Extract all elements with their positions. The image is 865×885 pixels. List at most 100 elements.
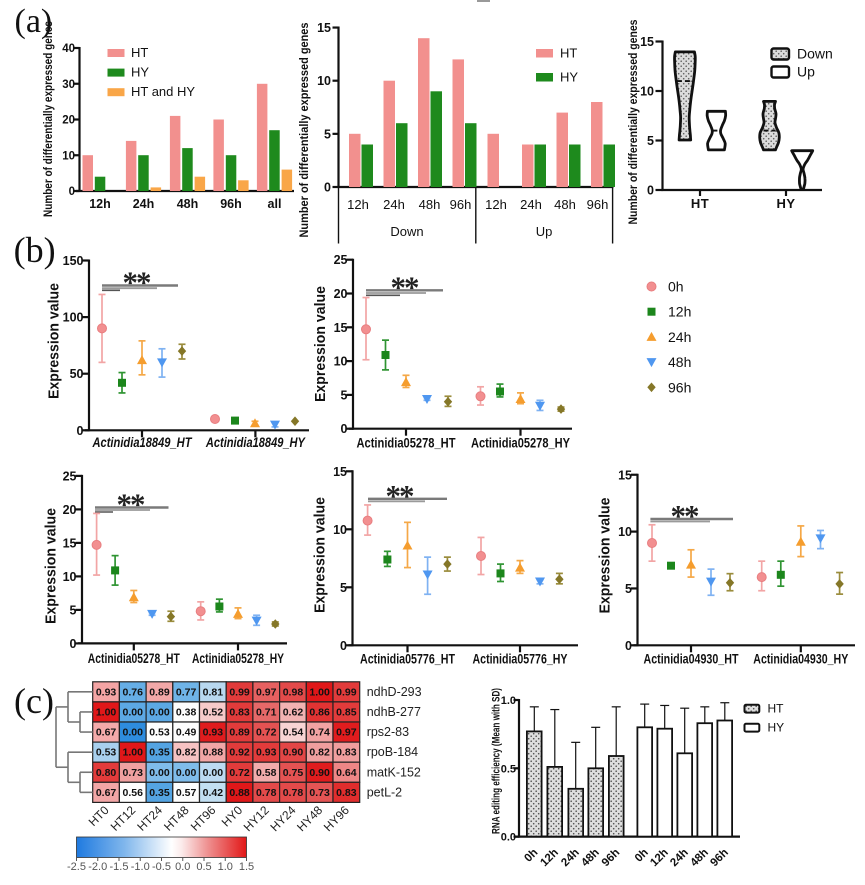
svg-text:rps2-83: rps2-83: [367, 725, 409, 739]
svg-text:12h: 12h: [89, 197, 111, 211]
svg-text:96h: 96h: [450, 197, 472, 212]
svg-text:1.5: 1.5: [239, 861, 254, 873]
svg-text:0.5: 0.5: [196, 861, 211, 873]
svg-text:Actinidia05278_HY: Actinidia05278_HY: [192, 651, 284, 666]
svg-text:0.90: 0.90: [283, 747, 304, 759]
svg-text:25: 25: [63, 469, 77, 483]
svg-text:Actinidia05278_HT: Actinidia05278_HT: [357, 436, 457, 451]
svg-text:Expression value: Expression value: [43, 508, 60, 624]
svg-text:**: **: [123, 265, 152, 300]
svg-text:10: 10: [640, 85, 654, 99]
svg-text:0.77: 0.77: [176, 686, 197, 698]
svg-text:24h: 24h: [668, 329, 691, 345]
svg-text:0.72: 0.72: [229, 767, 250, 779]
svg-text:(a): (a): [15, 3, 53, 40]
svg-text:Actinidia05278_HT: Actinidia05278_HT: [88, 651, 181, 666]
svg-text:Number of differentially expre: Number of differentially expressed genes: [628, 20, 640, 225]
svg-text:0.86: 0.86: [309, 706, 330, 718]
svg-text:-1.0: -1.0: [131, 861, 150, 873]
svg-text:20: 20: [62, 115, 75, 127]
svg-text:Number of differentially expre: Number of differentially expressed genes: [43, 21, 55, 217]
svg-text:HY: HY: [560, 70, 578, 85]
svg-text:0.49: 0.49: [176, 727, 197, 739]
svg-text:1.00: 1.00: [123, 747, 144, 759]
svg-text:0.78: 0.78: [283, 787, 304, 799]
svg-text:Actinidia04930_HT: Actinidia04930_HT: [644, 652, 740, 667]
svg-text:0.00: 0.00: [149, 706, 170, 718]
svg-text:96h: 96h: [668, 379, 691, 395]
svg-text:0.89: 0.89: [149, 686, 170, 698]
svg-text:0.97: 0.97: [336, 727, 357, 739]
svg-text:0.83: 0.83: [336, 787, 357, 799]
svg-text:48h: 48h: [419, 197, 441, 212]
svg-text:all: all: [268, 197, 282, 211]
svg-text:0.67: 0.67: [96, 727, 117, 739]
svg-text:ndhD-293: ndhD-293: [367, 685, 422, 699]
svg-text:1.00: 1.00: [309, 686, 330, 698]
svg-text:rpoB-184: rpoB-184: [367, 745, 418, 759]
svg-text:0.0: 0.0: [501, 832, 516, 844]
svg-text:20: 20: [63, 503, 77, 517]
svg-text:HY: HY: [768, 720, 785, 734]
svg-text:0.00: 0.00: [123, 727, 144, 739]
svg-text:0.93: 0.93: [96, 686, 117, 698]
svg-text:0.73: 0.73: [309, 787, 330, 799]
svg-text:0.90: 0.90: [309, 767, 330, 779]
svg-text:HY: HY: [131, 65, 149, 80]
svg-text:0.54: 0.54: [283, 727, 304, 739]
svg-text:Up: Up: [797, 64, 815, 80]
svg-text:10: 10: [618, 525, 632, 539]
svg-text:96h: 96h: [220, 197, 242, 211]
svg-text:0h: 0h: [668, 279, 684, 295]
svg-text:5: 5: [340, 581, 347, 595]
svg-text:Number of differentially expre: Number of differentially expressed genes: [299, 23, 311, 238]
svg-text:0: 0: [324, 181, 331, 195]
svg-text:0.81: 0.81: [203, 686, 224, 698]
svg-text:Actinidia04930_HY: Actinidia04930_HY: [753, 652, 848, 667]
svg-text:50: 50: [70, 367, 84, 381]
svg-text:0: 0: [647, 184, 654, 198]
svg-text:10: 10: [62, 150, 75, 162]
svg-text:HT: HT: [691, 196, 709, 211]
svg-text:0.73: 0.73: [123, 767, 144, 779]
svg-text:0.35: 0.35: [149, 747, 170, 759]
svg-text:1.0: 1.0: [218, 861, 233, 873]
svg-text:0.00: 0.00: [149, 767, 170, 779]
svg-text:petL-2: petL-2: [367, 785, 402, 799]
svg-text:96h: 96h: [587, 197, 609, 212]
svg-text:RNA editing efficiency (Mean w: RNA editing efficiency (Mean with SD): [491, 688, 503, 834]
svg-text:5: 5: [70, 603, 77, 617]
svg-text:15: 15: [333, 465, 347, 479]
svg-text:0.75: 0.75: [283, 767, 304, 779]
svg-text:15: 15: [640, 35, 654, 49]
svg-text:matK-152: matK-152: [367, 765, 421, 779]
svg-text:150: 150: [63, 254, 84, 268]
svg-text:12h: 12h: [668, 304, 691, 320]
svg-text:10: 10: [334, 355, 348, 369]
svg-text:**: **: [386, 478, 415, 513]
svg-text:0.67: 0.67: [96, 787, 117, 799]
svg-text:Down: Down: [797, 46, 833, 62]
svg-text:10: 10: [333, 523, 347, 537]
svg-text:0.53: 0.53: [149, 727, 170, 739]
svg-text:(b): (b): [14, 230, 56, 270]
svg-text:HT: HT: [560, 46, 577, 61]
svg-text:Expression value: Expression value: [311, 497, 328, 613]
svg-text:Expression value: Expression value: [46, 283, 63, 399]
svg-text:0.88: 0.88: [203, 747, 224, 759]
svg-text:0: 0: [70, 637, 77, 651]
svg-text:HT: HT: [131, 45, 148, 60]
svg-text:100: 100: [63, 311, 84, 325]
svg-text:5: 5: [341, 388, 348, 402]
svg-text:0.76: 0.76: [123, 686, 144, 698]
svg-text:0.82: 0.82: [176, 747, 197, 759]
svg-text:5: 5: [324, 127, 331, 141]
svg-text:1.00: 1.00: [96, 706, 117, 718]
svg-text:-2.0: -2.0: [88, 861, 107, 873]
svg-text:0.52: 0.52: [203, 706, 224, 718]
svg-text:25: 25: [334, 253, 348, 267]
svg-text:0.82: 0.82: [309, 747, 330, 759]
svg-text:0.83: 0.83: [229, 706, 250, 718]
svg-text:0.99: 0.99: [229, 686, 250, 698]
svg-text:5: 5: [647, 134, 654, 148]
